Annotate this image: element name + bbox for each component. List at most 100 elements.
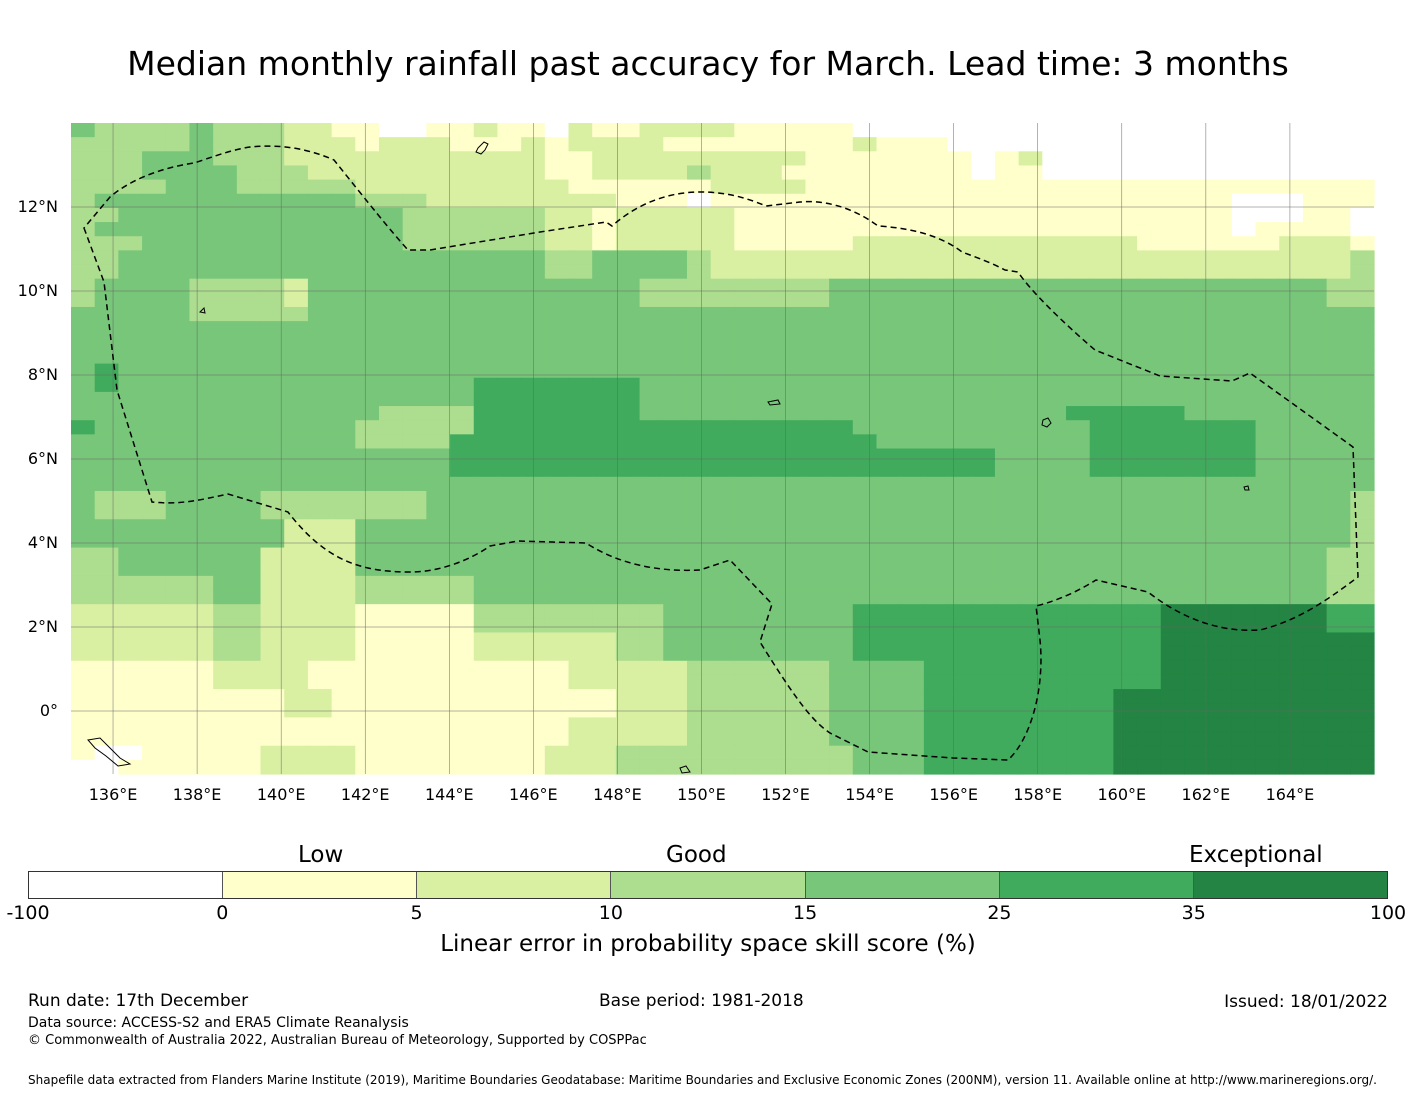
skill-cell xyxy=(710,434,735,450)
skill-cell xyxy=(805,391,830,407)
skill-cell xyxy=(1231,674,1257,690)
skill-cell xyxy=(71,561,96,577)
skill-cell xyxy=(142,193,167,209)
skill-cell xyxy=(994,759,1020,775)
skill-cell xyxy=(1089,689,1114,704)
skill-cell xyxy=(1184,689,1209,704)
skill-cell xyxy=(1137,278,1162,294)
skill-cell xyxy=(971,759,996,775)
skill-cell xyxy=(142,264,167,280)
skill-cell xyxy=(900,745,925,761)
skill-cell xyxy=(971,335,996,351)
skill-cell xyxy=(1113,349,1138,365)
skill-cell xyxy=(639,377,664,393)
skill-cell xyxy=(1231,236,1257,251)
skill-cell xyxy=(710,759,735,775)
skill-cell xyxy=(473,278,499,294)
skill-cell xyxy=(829,335,854,351)
skill-cell xyxy=(497,590,522,605)
skill-cell xyxy=(1326,151,1351,167)
skill-cell xyxy=(1350,165,1375,181)
skill-cell xyxy=(1208,745,1233,761)
skill-cell xyxy=(1184,193,1209,209)
skill-cell xyxy=(758,151,783,167)
skill-cell xyxy=(1231,745,1257,761)
skill-cell xyxy=(592,689,617,704)
skill-cell xyxy=(971,292,996,308)
skill-map[interactable] xyxy=(0,0,1416,800)
skill-cell xyxy=(473,335,499,351)
skill-cell xyxy=(1279,377,1304,393)
skill-cell xyxy=(189,533,214,549)
skill-cell xyxy=(1231,264,1257,280)
skill-cell xyxy=(781,264,807,280)
skill-cell xyxy=(1231,703,1257,718)
skill-cell xyxy=(1018,547,1043,563)
skill-cell xyxy=(1302,561,1328,577)
skill-cell xyxy=(1208,703,1233,718)
skill-cell xyxy=(686,731,712,747)
skill-cell xyxy=(1208,123,1233,138)
skill-cell xyxy=(94,604,119,619)
skill-cell xyxy=(805,561,830,577)
lat-tick-label: 12°N xyxy=(17,197,58,216)
skill-cell xyxy=(1160,561,1186,577)
skill-cell xyxy=(615,123,641,138)
skill-cell xyxy=(426,674,451,690)
skill-cell xyxy=(639,123,664,138)
skill-cell xyxy=(1066,207,1091,223)
skill-cell xyxy=(1208,391,1233,407)
skill-cell xyxy=(1137,590,1162,605)
skill-cell xyxy=(378,165,404,181)
skill-cell xyxy=(1208,448,1233,464)
skill-cell xyxy=(1137,377,1162,393)
skill-cell xyxy=(781,476,807,492)
skill-cell xyxy=(1302,306,1328,322)
skill-cell xyxy=(284,306,309,322)
skill-cell xyxy=(805,745,830,761)
skill-cell xyxy=(284,448,309,464)
skill-cell xyxy=(947,703,972,718)
skill-cell xyxy=(663,278,688,294)
skill-cell xyxy=(165,759,191,775)
skill-cell xyxy=(1089,533,1114,549)
skill-cell xyxy=(142,377,167,393)
skill-cell xyxy=(473,406,499,421)
skill-cell xyxy=(805,406,830,421)
skill-cell xyxy=(923,646,949,662)
skill-cell xyxy=(568,731,593,747)
skill-cell xyxy=(355,448,380,464)
skill-cell xyxy=(758,731,783,747)
skill-cell xyxy=(734,151,759,167)
skill-cell xyxy=(1279,448,1304,464)
skill-cell xyxy=(284,476,309,492)
skill-cell xyxy=(1326,207,1351,223)
skill-cell xyxy=(544,674,570,690)
skill-cell xyxy=(923,533,949,549)
skill-cell xyxy=(1279,533,1304,549)
skill-cell xyxy=(1018,604,1043,619)
skill-cell xyxy=(1113,462,1138,478)
skill-cell xyxy=(568,391,593,407)
skill-cell xyxy=(426,759,451,775)
skill-cell xyxy=(260,165,285,181)
skill-cell xyxy=(544,505,570,520)
skill-cell xyxy=(497,674,522,690)
skill-cell xyxy=(947,745,972,761)
skill-cell xyxy=(544,604,570,619)
skill-cell xyxy=(236,391,262,407)
skill-cell xyxy=(971,222,996,237)
skill-cell xyxy=(852,222,878,237)
skill-cell xyxy=(1231,292,1257,308)
skill-cell xyxy=(1231,731,1257,747)
skill-cell xyxy=(1160,335,1186,351)
skill-cell xyxy=(710,618,735,634)
skill-cell xyxy=(1066,165,1091,181)
lon-tick-label: 146°E xyxy=(509,785,558,804)
skill-cell xyxy=(1018,292,1043,308)
skill-cell xyxy=(947,349,972,365)
skill-cell xyxy=(1042,575,1067,591)
skill-cell xyxy=(1326,703,1351,718)
data-source: Data source: ACCESS-S2 and ERA5 Climate … xyxy=(28,1015,409,1031)
skill-cell xyxy=(1350,306,1375,322)
